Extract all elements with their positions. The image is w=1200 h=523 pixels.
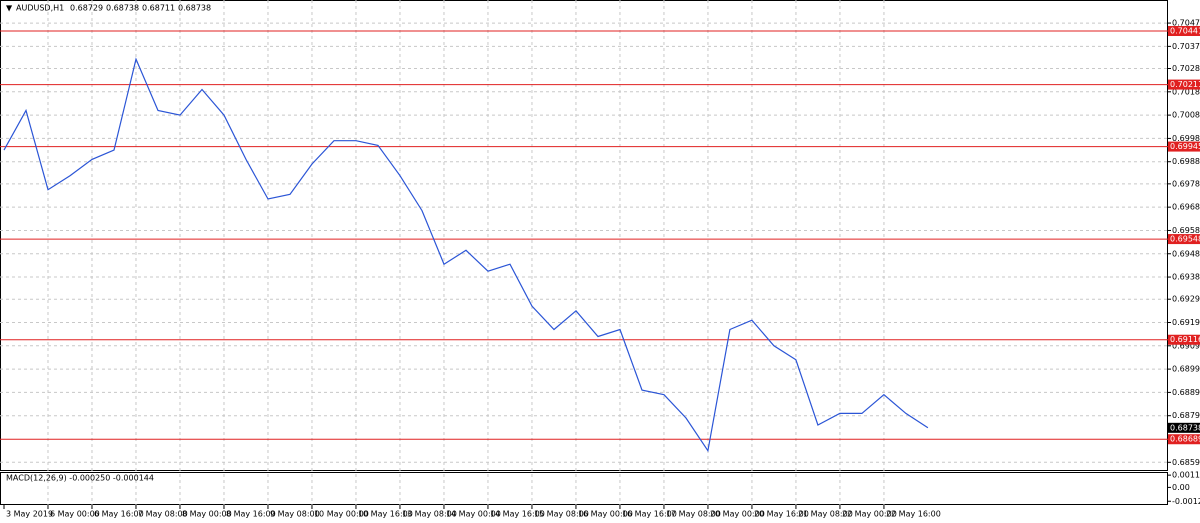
x-tick-label: 16 May 16:00 [622, 510, 677, 519]
ohlc-value: 0.68738 [178, 4, 211, 13]
level-tag [1168, 25, 1200, 36]
x-tick-label: 20 May 00:00 [710, 510, 765, 519]
x-tick-label: 3 May 2019 [6, 510, 53, 519]
x-tick-label: 10 May 00:00 [314, 510, 369, 519]
level-label: 0.69945 [1170, 142, 1200, 151]
level-tag [1168, 141, 1200, 152]
x-tick-label: 10 May 16:00 [358, 510, 413, 519]
macd-title: MACD(12,26,9) -0.000250 -0.000144 [6, 474, 154, 483]
x-tick-label: 22 May 16:00 [886, 510, 941, 519]
level-label: 0.68689 [1170, 435, 1200, 444]
main-panel [0, 0, 1168, 471]
x-tick-label: 16 May 00:00 [578, 510, 633, 519]
macd-tick-label: 0.001107 [1172, 471, 1200, 480]
x-tick-label: 8 May 00:00 [182, 510, 232, 519]
y-tick-label: 0.69785 [1172, 179, 1200, 188]
y-tick-label: 0.69685 [1172, 203, 1200, 212]
y-tick-label: 0.70375 [1172, 42, 1200, 51]
current-price-label: 0.68738 [1170, 423, 1200, 432]
y-tick-label: 0.69385 [1172, 273, 1200, 282]
level-tag [1168, 434, 1200, 445]
y-tick-label: 0.69485 [1172, 249, 1200, 258]
ohlc-value: 0.68729 [70, 4, 103, 13]
current-price-tag [1168, 422, 1200, 433]
x-tick-label: 6 May 16:00 [94, 510, 144, 519]
x-tick-label: 9 May 08:00 [270, 510, 320, 519]
x-tick-label: 13 May 08:00 [402, 510, 457, 519]
x-tick-label: 17 May 08:00 [666, 510, 721, 519]
x-tick-label: 14 May 00:00 [446, 510, 501, 519]
x-tick-label: 8 May 16:00 [226, 510, 276, 519]
macd-tick-label: -0.001252 [1172, 497, 1200, 506]
level-tag [1168, 334, 1200, 345]
ohlc-value: 0.68711 [142, 4, 175, 13]
price-line [3, 57, 929, 453]
x-tick-label: 21 May 08:00 [798, 510, 853, 519]
level-label: 0.69548 [1170, 235, 1200, 244]
x-tick-label: 14 May 16:00 [490, 510, 545, 519]
x-tick-label: 20 May 16:00 [754, 510, 809, 519]
y-tick-label: 0.69585 [1172, 226, 1200, 235]
x-tick-label: 7 May 08:00 [138, 510, 188, 519]
x-tick-label: 15 May 08:00 [534, 510, 589, 519]
level-tag [1168, 234, 1200, 245]
macd-tick-label: 0.00 [1172, 483, 1190, 492]
ohlc-value: 0.68738 [106, 4, 139, 13]
level-label: 0.70211 [1170, 80, 1200, 89]
x-tick-label: 22 May 00:00 [842, 510, 897, 519]
y-tick-label: 0.70475 [1172, 19, 1200, 28]
level-label: 0.69116 [1170, 335, 1200, 344]
y-tick-label: 0.68590 [1172, 458, 1200, 467]
x-tick-label: 6 May 00:00 [50, 510, 100, 519]
macd-panel [0, 472, 1168, 505]
symbol: AUDUSD,H1 [16, 4, 64, 13]
level-tag [1168, 79, 1200, 90]
collapse-icon[interactable]: ▼ [6, 4, 13, 13]
level-label: 0.70441 [1170, 26, 1200, 35]
